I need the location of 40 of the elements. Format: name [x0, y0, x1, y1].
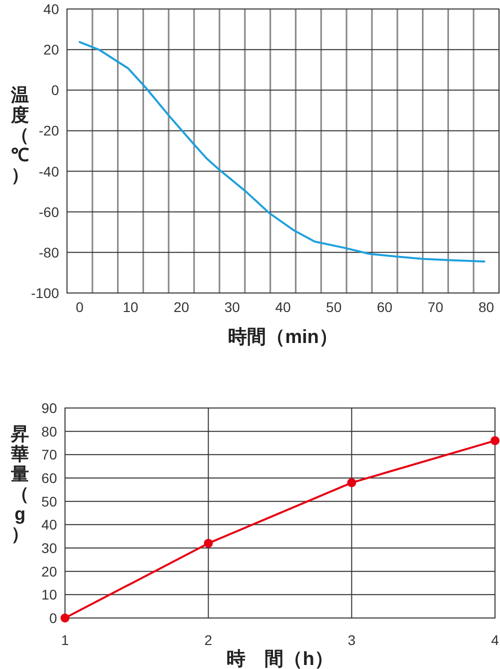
y-tick-label: -60: [38, 204, 60, 220]
y-tick-label: 20: [41, 563, 58, 580]
x-tick-label: 0: [76, 299, 84, 315]
x-tick-label: 3: [348, 632, 356, 648]
x-tick-label: 4: [491, 632, 500, 648]
y-tick-label: 0: [49, 610, 58, 626]
y-tick-label: 70: [41, 446, 58, 463]
point: [347, 478, 356, 488]
point: [60, 614, 70, 622]
x-axis-title: 時 間（h）: [226, 648, 334, 669]
y-tick-label: 50: [41, 493, 58, 510]
x-tick-label: 1: [61, 632, 70, 648]
y-tick-label: 80: [41, 423, 58, 440]
y-tick-label: 40: [43, 1, 60, 17]
y-tick-label: 40: [41, 516, 58, 533]
x-tick-label: 50: [326, 299, 342, 315]
y-tick-label: 10: [41, 586, 58, 603]
y-tick-label: 90: [41, 400, 58, 416]
x-tick-label: 80: [478, 299, 494, 315]
y-tick-label: 20: [43, 42, 60, 58]
line-series: [78, 41, 486, 263]
x-tick-label: 2: [204, 632, 212, 648]
y-tick-label: -40: [38, 163, 60, 180]
y-axis-title: 温度（℃）: [10, 85, 29, 185]
x-tick-label: 10: [122, 299, 139, 315]
y-tick-label: 30: [41, 540, 58, 556]
y-tick-label: 0: [51, 82, 60, 98]
point: [490, 436, 500, 446]
point: [204, 538, 213, 548]
y-tick-label: -20: [38, 122, 60, 139]
y-tick-label: 60: [41, 470, 58, 486]
y-tick-label: -80: [38, 244, 60, 260]
y-axis-title: 昇華量（g）: [10, 424, 29, 544]
x-axis-title: 時間（min）: [228, 326, 338, 348]
x-tick-label: 20: [174, 299, 190, 315]
x-tick-label: 60: [376, 299, 393, 315]
x-tick-label: 30: [224, 299, 240, 315]
x-tick-label: 70: [428, 299, 444, 315]
y-tick-label: -100: [30, 285, 60, 301]
x-tick-label: 40: [275, 299, 291, 315]
